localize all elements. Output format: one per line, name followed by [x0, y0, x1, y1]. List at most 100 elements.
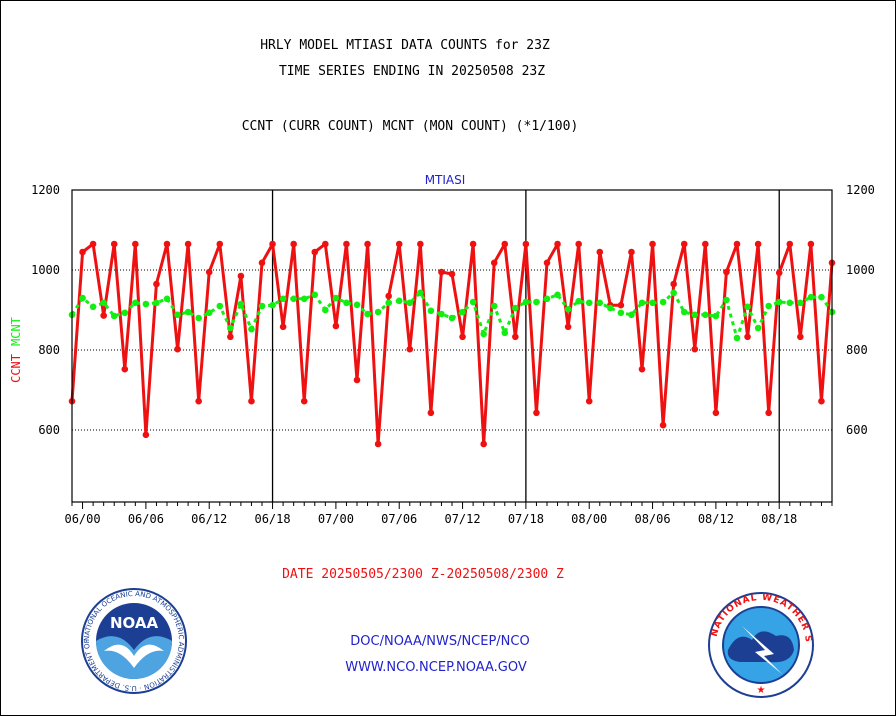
data-point-ccnt: [142, 431, 150, 439]
plot-title: MTIASI: [425, 173, 466, 187]
data-point-mcnt: [79, 294, 86, 302]
data-point-mcnt: [628, 311, 635, 319]
y-tick-label-left: 1200: [31, 183, 60, 197]
credits-line1: DOC/NOAA/NWS/NCEP/NCO: [350, 634, 529, 649]
data-point-ccnt: [459, 333, 466, 341]
data-point-ccnt: [300, 397, 308, 405]
data-point-mcnt: [469, 298, 477, 306]
y-tick-label-left: 1000: [31, 263, 60, 277]
y-axis-label-ccnt: CCNT MCNT: [9, 317, 23, 383]
x-tick-label: 07/12: [444, 512, 480, 526]
data-point-mcnt: [184, 308, 192, 316]
data-point-mcnt: [607, 304, 614, 312]
data-point-ccnt: [533, 409, 540, 417]
data-point-ccnt: [258, 259, 266, 267]
data-point-ccnt: [765, 409, 772, 417]
data-point-ccnt: [290, 240, 297, 248]
data-point-ccnt: [596, 248, 604, 256]
data-point-ccnt: [427, 409, 435, 417]
data-point-ccnt: [775, 269, 783, 277]
data-point-mcnt: [89, 303, 97, 311]
data-point-ccnt: [723, 268, 730, 276]
data-point-mcnt: [712, 312, 720, 320]
data-point-mcnt: [596, 299, 604, 307]
data-point-ccnt: [395, 240, 403, 248]
data-point-ccnt: [554, 240, 561, 248]
data-point-mcnt: [459, 308, 466, 316]
data-point-mcnt: [216, 302, 224, 310]
x-tick-label: 06/06: [128, 512, 164, 526]
data-point-mcnt: [480, 330, 487, 338]
data-point-mcnt: [100, 299, 107, 307]
data-point-ccnt: [417, 240, 424, 248]
data-point-mcnt: [501, 329, 509, 337]
data-point-mcnt: [343, 299, 350, 307]
data-point-ccnt: [818, 397, 825, 405]
nws-star-icon: ★: [757, 685, 766, 696]
data-point-mcnt: [702, 311, 709, 319]
x-tick-label: 08/12: [698, 512, 734, 526]
data-point-ccnt: [227, 333, 234, 341]
data-point-ccnt: [132, 240, 139, 248]
data-point-ccnt: [797, 333, 804, 341]
data-point-ccnt: [575, 240, 582, 248]
plot-frame: [71, 189, 833, 503]
data-point-ccnt: [174, 345, 181, 353]
data-point-ccnt: [522, 240, 530, 248]
data-point-mcnt: [258, 302, 266, 310]
x-tick-label: 07/00: [318, 512, 354, 526]
data-point-ccnt: [490, 259, 498, 267]
y-tick-label-right: 600: [846, 423, 868, 437]
data-point-mcnt: [744, 303, 751, 311]
data-point-mcnt: [691, 311, 699, 319]
data-point-mcnt: [670, 289, 677, 297]
data-point-ccnt: [617, 301, 625, 309]
data-point-ccnt: [100, 312, 107, 319]
x-tick-label: 08/18: [761, 512, 797, 526]
data-point-mcnt: [723, 296, 730, 304]
data-point-mcnt: [322, 306, 329, 314]
data-point-ccnt: [702, 240, 709, 248]
data-point-mcnt: [797, 299, 804, 307]
data-point-mcnt: [554, 291, 561, 299]
data-point-mcnt: [163, 295, 171, 303]
x-tick-label: 08/00: [571, 512, 607, 526]
data-point-mcnt: [448, 314, 456, 322]
data-point-mcnt: [417, 289, 424, 297]
y-tick-label-left: 800: [38, 343, 60, 357]
data-point-mcnt: [374, 308, 382, 316]
data-point-ccnt: [807, 240, 815, 248]
data-point-ccnt: [89, 240, 97, 248]
data-point-mcnt: [300, 295, 308, 303]
y-tick-label-right: 1200: [846, 183, 875, 197]
data-point-mcnt: [733, 334, 741, 342]
data-point-mcnt: [659, 298, 667, 306]
data-point-mcnt: [638, 299, 646, 307]
data-point-mcnt: [775, 298, 783, 306]
data-point-mcnt: [311, 291, 319, 299]
data-point-mcnt: [110, 312, 118, 320]
x-tick-label: 06/00: [64, 512, 100, 526]
data-point-ccnt: [269, 240, 276, 248]
data-point-mcnt: [132, 299, 139, 307]
data-point-mcnt: [406, 299, 414, 307]
data-point-ccnt: [374, 440, 382, 448]
data-point-ccnt: [786, 240, 794, 248]
data-point-ccnt: [480, 440, 487, 448]
data-point-ccnt: [163, 240, 171, 248]
data-point-ccnt: [153, 280, 160, 288]
data-point-ccnt: [195, 397, 202, 405]
data-point-mcnt: [585, 299, 593, 307]
data-point-mcnt: [121, 309, 129, 317]
data-point-ccnt: [659, 421, 667, 429]
data-point-mcnt: [490, 302, 498, 310]
data-point-ccnt: [205, 268, 213, 276]
data-point-ccnt: [79, 248, 86, 256]
data-point-ccnt: [512, 333, 519, 341]
noaa-ring-textpath: NATIONAL OCEANIC AND ATMOSPHERIC ADMINIS…: [0, 0, 185, 692]
data-point-mcnt: [617, 309, 625, 317]
data-point-ccnt: [237, 272, 245, 280]
data-point-mcnt: [649, 299, 656, 307]
data-point-ccnt: [110, 240, 118, 248]
y-tick-label-right: 800: [846, 343, 868, 357]
